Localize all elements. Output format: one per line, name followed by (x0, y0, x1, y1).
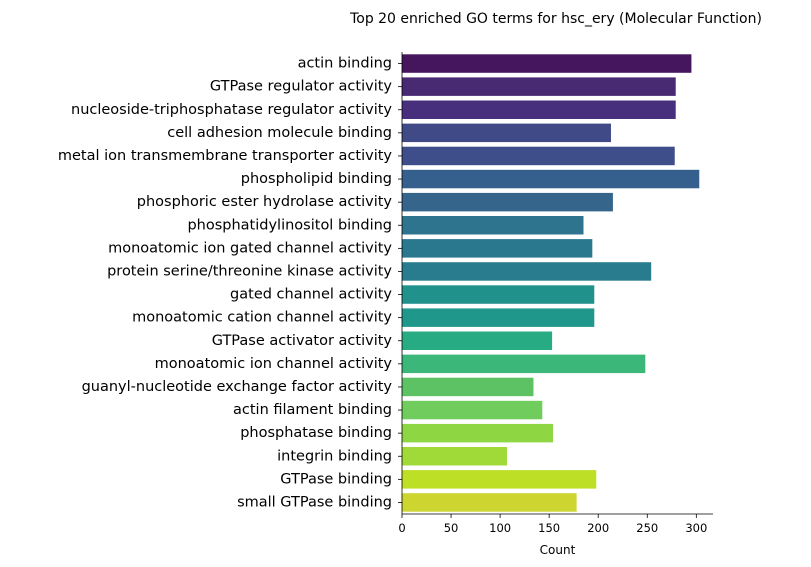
category-label: GTPase activator activity (212, 333, 393, 349)
x-tick-label: 250 (636, 521, 658, 535)
bar-8 (402, 239, 593, 258)
category-label: GTPase regulator activity (210, 79, 393, 95)
x-axis-label: Count (540, 543, 576, 557)
category-label: phospholipid binding (241, 171, 392, 187)
bar-9 (402, 262, 652, 281)
category-label: nucleoside-triphosphatase regulator acti… (71, 102, 392, 118)
bar-18 (402, 470, 597, 489)
bar-1 (402, 77, 676, 96)
category-label: cell adhesion molecule binding (167, 125, 392, 141)
bar-7 (402, 216, 584, 235)
category-label: actin binding (298, 56, 392, 72)
bar-15 (402, 400, 543, 420)
category-label: gated channel activity (230, 287, 392, 303)
category-label: protein serine/threonine kinase activity (107, 263, 392, 279)
bar-17 (402, 447, 507, 466)
category-label: monoatomic ion channel activity (155, 356, 393, 372)
x-tick-label: 150 (538, 521, 560, 535)
bar-10 (402, 285, 595, 304)
bar-19 (402, 493, 577, 512)
x-tick-label: 50 (444, 521, 459, 535)
category-label: small GTPase binding (237, 494, 392, 510)
category-label: phosphatidylinositol binding (187, 217, 392, 233)
bar-14 (402, 377, 534, 397)
x-tick-label: 300 (685, 521, 707, 535)
category-label: metal ion transmembrane transporter acti… (58, 148, 393, 164)
category-label: guanyl-nucleotide exchange factor activi… (82, 379, 393, 395)
bar-4 (402, 146, 675, 166)
category-label: GTPase binding (280, 471, 392, 487)
bar-16 (402, 423, 554, 443)
chart-title: Top 20 enriched GO terms for hsc_ery (Mo… (349, 11, 762, 27)
category-label: monoatomic cation channel activity (132, 310, 392, 326)
bar-12 (402, 331, 553, 350)
x-tick-label: 0 (398, 521, 405, 535)
x-tick-label: 200 (587, 521, 609, 535)
bar-0 (402, 54, 692, 73)
bar-5 (402, 169, 700, 189)
bar-2 (402, 100, 676, 119)
category-label: actin filament binding (233, 402, 392, 418)
category-labels-group: actin binding GTPase regulator activity nu… (58, 56, 402, 510)
bar-3 (402, 123, 611, 143)
bar-6 (402, 192, 613, 212)
category-label: monoatomic ion gated channel activity (108, 240, 392, 256)
bars-group (402, 54, 700, 512)
category-label: integrin binding (277, 448, 392, 464)
category-label: phosphatase binding (240, 425, 392, 441)
x-ticks-group: 0 50 100 150 200 250 300 (398, 514, 707, 535)
category-label: phosphoric ester hydrolase activity (137, 194, 393, 210)
bar-11 (402, 308, 595, 327)
x-tick-label: 100 (489, 521, 511, 535)
bar-13 (402, 354, 646, 374)
